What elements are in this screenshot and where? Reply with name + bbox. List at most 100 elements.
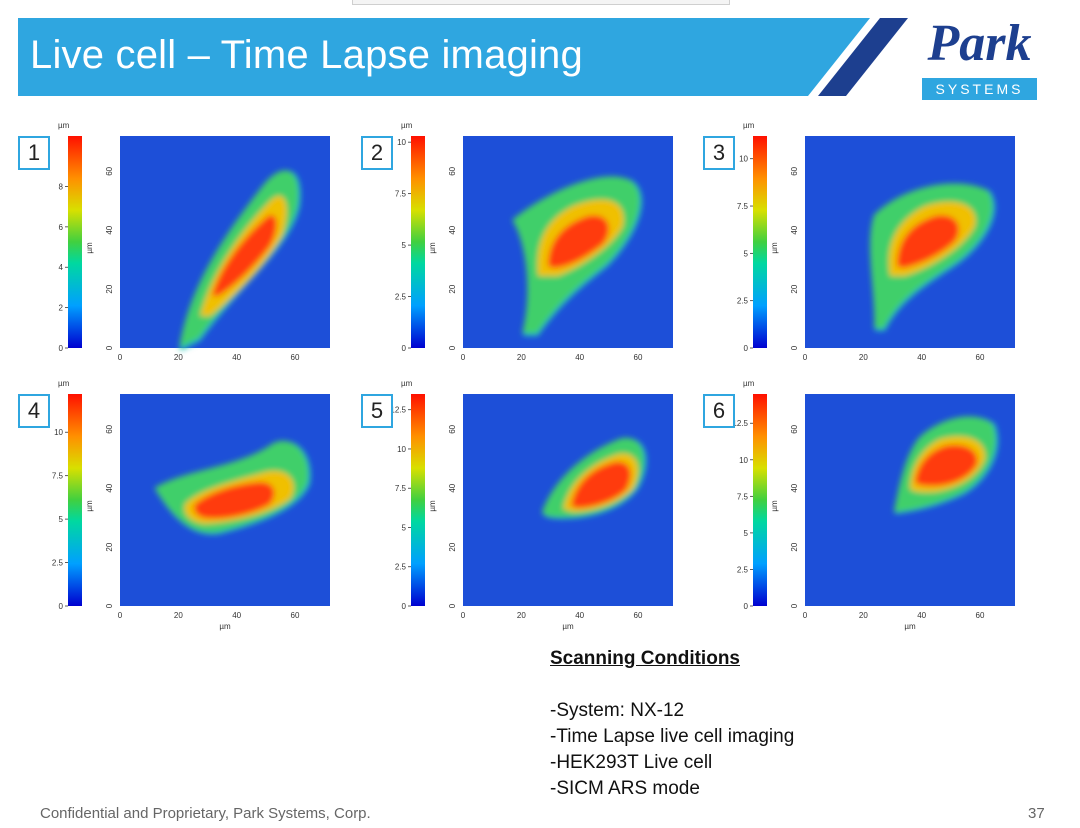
y-tick-label: 20: [790, 542, 799, 551]
scale-tick-label: 10: [397, 445, 406, 454]
cell-topography: [869, 183, 996, 331]
y-tick-label: 40: [448, 483, 457, 492]
height-map-figure: µm 0 2.5 5 7.5 10 µm 0 20 40 60 0 20 40 60: [395, 121, 673, 362]
x-tick-label: 40: [575, 611, 584, 620]
color-scale-bar: [411, 394, 425, 606]
height-map-figure: µm 0 2.5 5 7.5 10 µm 0 20 40 60 0 20 40 60 µm: [52, 379, 330, 631]
scale-tick-label: 12.5: [390, 406, 406, 415]
color-scale-bar: [753, 394, 767, 606]
x-tick-label: 0: [118, 353, 123, 362]
y-tick-label: 60: [105, 166, 114, 175]
x-tick-label: 20: [517, 353, 526, 362]
scale-tick-label: 5: [59, 515, 64, 524]
window-tab-stub: [352, 0, 730, 5]
scale-tick-label: 10: [397, 138, 406, 147]
y-tick-label: 20: [105, 542, 114, 551]
color-scale-bar: [411, 136, 425, 348]
x-tick-label: 20: [174, 611, 183, 620]
afm-panel-3: µm 0 2.5 5 7.5 10 µm 0 20 40 60 0 20 40 60 3: [703, 118, 1023, 368]
x-tick-label: 0: [803, 353, 808, 362]
title-banner: [18, 18, 908, 96]
panel-number-badge: 3: [703, 136, 735, 170]
y-tick-label: 0: [790, 603, 799, 608]
scale-tick-label: 0: [59, 602, 64, 611]
scale-tick-label: 4: [59, 263, 64, 272]
panel-number-badge: 1: [18, 136, 50, 170]
condition-item: -Time Lapse live cell imaging: [550, 726, 795, 747]
scanning-conditions-heading: Scanning Conditions: [550, 648, 740, 669]
height-map-figure: µm 0 2.5 5 7.5 10 µm 0 20 40 60 0 20 40 60: [737, 121, 1015, 362]
scale-tick-label: 2.5: [52, 559, 64, 568]
scale-tick-label: 5: [402, 241, 407, 250]
x-tick-label: 20: [859, 353, 868, 362]
scanning-conditions: Scanning Conditions -System: NX-12 -Time…: [550, 648, 794, 802]
y-tick-label: 60: [790, 166, 799, 175]
scale-tick-label: 2.5: [737, 565, 749, 574]
scale-tick-label: 2.5: [737, 297, 749, 306]
scale-unit-label: µm: [743, 121, 755, 130]
scale-unit-label: µm: [743, 379, 755, 388]
y-tick-label: 40: [105, 225, 114, 234]
condition-item: -HEK293T Live cell: [550, 752, 713, 773]
x-tick-label: 60: [976, 611, 985, 620]
y-tick-label: 20: [105, 284, 114, 293]
y-tick-label: 20: [790, 284, 799, 293]
x-tick-label: 40: [575, 353, 584, 362]
x-tick-label: 60: [291, 353, 300, 362]
y-tick-label: 40: [790, 483, 799, 492]
color-scale-bar: [68, 394, 82, 606]
height-map-figure: µm 0 2.5 5 7.5 10 12.5 µm 0 20 40 60 0 20 40 60 µm: [390, 379, 673, 631]
x-tick-label: 40: [917, 611, 926, 620]
scale-tick-label: 5: [744, 529, 749, 538]
height-map-figure: µm 0 2 4 6 8 µm 0 20 40 60 0 20 40 60: [58, 121, 330, 362]
afm-panel-5: µm 0 2.5 5 7.5 10 12.5 µm 0 20 40 60 0 20 40 60 µm 5: [361, 376, 681, 631]
scale-tick-label: 7.5: [52, 472, 64, 481]
scale-unit-label: µm: [401, 121, 413, 130]
x-tick-label: 60: [634, 353, 643, 362]
panel-number-badge: 6: [703, 394, 735, 428]
park-logo-subtitle: SYSTEMS: [922, 78, 1037, 100]
height-map-figure: µm 0 2.5 5 7.5 10 12.5 µm 0 20 40 60 0 20 40 60 µm: [732, 379, 1015, 631]
y-tick-label: 0: [105, 603, 114, 608]
y-tick-label: 40: [448, 225, 457, 234]
scale-tick-label: 10: [54, 428, 63, 437]
x-axis-label: µm: [562, 622, 574, 631]
scale-tick-label: 6: [59, 223, 64, 232]
x-tick-label: 20: [174, 353, 183, 362]
x-tick-label: 20: [859, 611, 868, 620]
scale-tick-label: 5: [744, 249, 749, 258]
y-tick-label: 60: [448, 424, 457, 433]
y-axis-label: µm: [85, 500, 94, 512]
scale-tick-label: 0: [402, 602, 407, 611]
scale-tick-label: 5: [402, 523, 407, 532]
y-tick-label: 20: [448, 284, 457, 293]
banner-shape: [18, 18, 908, 96]
afm-panel-1: µm 0 2 4 6 8 µm 0 20 40 60 0 20 40 60 1: [18, 118, 338, 368]
panel-number-badge: 2: [361, 136, 393, 170]
cell-topography: [179, 170, 301, 351]
x-tick-label: 20: [517, 611, 526, 620]
scale-tick-label: 0: [59, 344, 64, 353]
scale-unit-label: µm: [58, 379, 70, 388]
y-tick-label: 0: [105, 345, 114, 350]
cell-topography: [893, 416, 999, 514]
y-axis-label: µm: [770, 242, 779, 254]
scale-tick-label: 10: [739, 155, 748, 164]
slide-title: Live cell – Time Lapse imaging: [30, 33, 583, 77]
y-tick-label: 20: [448, 542, 457, 551]
x-tick-label: 60: [291, 611, 300, 620]
panel-number-badge: 5: [361, 394, 393, 428]
color-scale-bar: [68, 136, 82, 348]
x-tick-label: 0: [118, 611, 123, 620]
scale-tick-label: 7.5: [737, 492, 749, 501]
cell-topography: [154, 440, 311, 535]
scale-tick-label: 2.5: [395, 293, 407, 302]
x-tick-label: 60: [634, 611, 643, 620]
y-tick-label: 40: [105, 483, 114, 492]
y-tick-label: 0: [790, 345, 799, 350]
color-scale-bar: [753, 136, 767, 348]
afm-panel-2: µm 0 2.5 5 7.5 10 µm 0 20 40 60 0 20 40 60 2: [361, 118, 681, 368]
condition-item: -SICM ARS mode: [550, 778, 700, 799]
x-axis-label: µm: [219, 622, 231, 631]
scale-tick-label: 2.5: [395, 563, 407, 572]
